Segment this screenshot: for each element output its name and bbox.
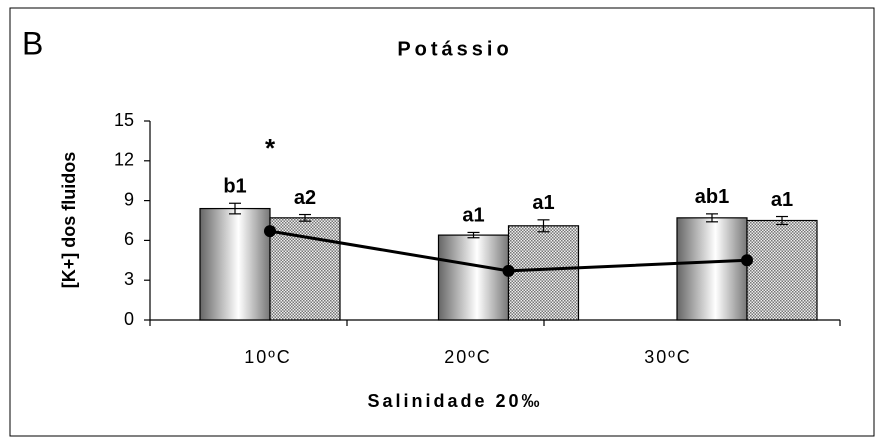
line-point bbox=[264, 225, 276, 238]
x-axis-label: Salinidade 20‰ bbox=[367, 391, 542, 411]
data-label: a1 bbox=[771, 189, 793, 211]
bar bbox=[746, 219, 818, 321]
annotation: * bbox=[265, 133, 276, 163]
y-tick-label: 6 bbox=[124, 229, 134, 249]
line-point bbox=[741, 254, 753, 267]
y-axis-label: [K+] dos fluidos bbox=[59, 152, 79, 289]
y-tick-label: 15 bbox=[114, 110, 134, 130]
x-tick-label: 10ºC bbox=[244, 347, 292, 367]
panel-label: B bbox=[22, 25, 43, 61]
x-tick-label: 20ºC bbox=[444, 347, 492, 367]
bar bbox=[676, 217, 748, 321]
data-label: a1 bbox=[462, 205, 484, 227]
y-tick-label: 9 bbox=[124, 189, 134, 209]
data-label: a2 bbox=[294, 187, 316, 209]
y-tick-label: 3 bbox=[124, 269, 134, 289]
frame bbox=[9, 7, 875, 437]
data-label: ab1 bbox=[695, 186, 729, 208]
y-tick-label: 0 bbox=[124, 309, 134, 329]
data-label: b1 bbox=[223, 176, 246, 198]
bar bbox=[507, 225, 580, 321]
y-tick-label: 12 bbox=[114, 150, 134, 170]
bar bbox=[437, 234, 510, 321]
chart-title: Potássio bbox=[397, 38, 512, 60]
x-tick-label: 30ºC bbox=[644, 347, 692, 367]
data-label: a1 bbox=[532, 192, 554, 214]
line-point bbox=[502, 264, 515, 277]
bar bbox=[199, 207, 271, 321]
